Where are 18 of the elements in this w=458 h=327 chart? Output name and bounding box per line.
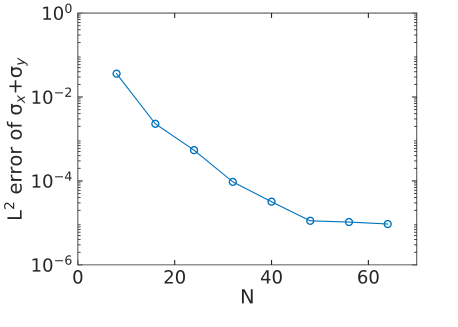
x-tick-label: 40 xyxy=(260,270,282,284)
y-tick-label: 10$^{−2}$ xyxy=(32,87,72,104)
point xyxy=(228,178,237,186)
x-tick-label: 0 xyxy=(73,270,82,284)
point xyxy=(112,70,121,78)
point xyxy=(267,198,276,206)
y-tick-label: 10$^{−6}$ xyxy=(32,255,72,272)
point xyxy=(151,120,160,128)
point xyxy=(344,218,354,226)
y-axis-title: L$^{2}$ error of σ$_{x}$+σ$_{y}$ xyxy=(4,57,28,220)
point xyxy=(306,216,314,226)
x-axis-title: N xyxy=(242,289,253,304)
point xyxy=(384,220,392,228)
point xyxy=(190,146,198,154)
y-tick-label: 10$^{−4}$ xyxy=(32,172,72,188)
y-tick-label: 10$^{0}$ xyxy=(43,4,72,20)
x-tick-label: 60 xyxy=(358,270,379,284)
x-tick-label: 20 xyxy=(164,270,185,284)
